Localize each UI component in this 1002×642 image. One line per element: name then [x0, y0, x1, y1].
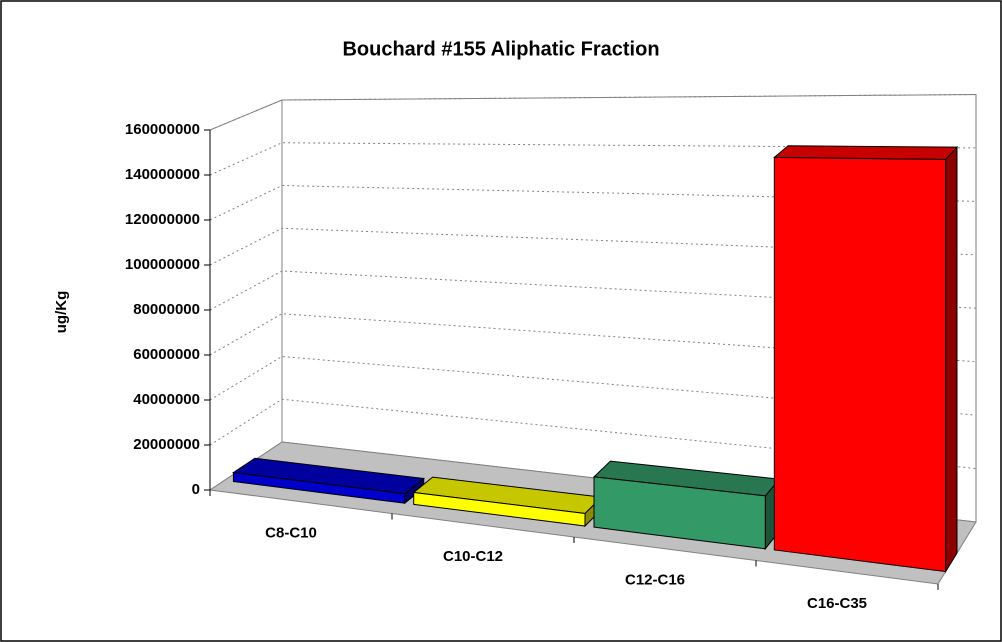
bar — [413, 491, 586, 527]
grid-line — [209, 313, 977, 363]
grid-line — [209, 227, 977, 266]
y-tick-label: 120000000 — [125, 211, 200, 228]
chart-title: Bouchard #155 Aliphatic Fraction — [342, 38, 659, 60]
y-tick-label: 60000000 — [133, 346, 200, 363]
grid-line — [209, 94, 977, 131]
y-tick-label: 80000000 — [133, 301, 200, 318]
bar — [232, 472, 406, 504]
y-tick-label: 100000000 — [125, 256, 200, 273]
grid-line — [209, 142, 977, 176]
y-axis-label: ug/Kg — [53, 291, 70, 334]
plot-area: 0 20000000 40000000 60000000 80000000 1000000… — [125, 93, 977, 612]
x-tick-label: C16-C35 — [807, 595, 867, 612]
x-tick-label: C10-C12 — [443, 548, 503, 565]
y-tick-label: 140000000 — [125, 166, 200, 183]
y-tick-label: 20000000 — [133, 436, 200, 453]
grid-line — [209, 398, 977, 470]
x-tick-label: C8-C10 — [265, 525, 317, 542]
grid-line — [209, 270, 977, 311]
y-tick-label: 160000000 — [125, 121, 200, 138]
bar-side — [945, 145, 958, 574]
y-tick-label: 0 — [192, 481, 200, 498]
bar — [593, 476, 766, 550]
x-tick-label: C12-C16 — [625, 572, 685, 589]
left-wall — [209, 99, 283, 491]
grid-line — [209, 184, 977, 221]
y-tick-label: 40000000 — [133, 391, 200, 408]
bar — [773, 156, 947, 573]
